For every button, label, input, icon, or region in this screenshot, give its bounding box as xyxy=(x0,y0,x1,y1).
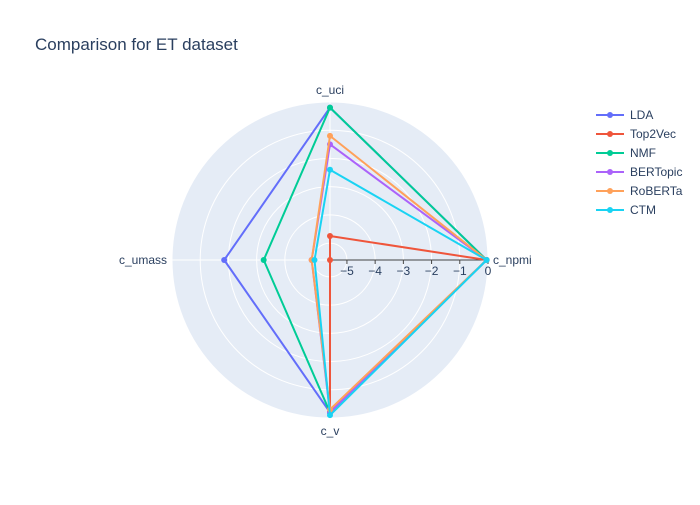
series-ctm xyxy=(311,166,490,419)
legend-item-lda[interactable]: LDA xyxy=(596,108,653,122)
axis-label-c_uci: c_uci xyxy=(316,83,344,97)
legend-item-roberta[interactable]: RoBERTa xyxy=(596,184,683,198)
legend-marker xyxy=(607,207,613,213)
data-point-top2vec-c_umass xyxy=(327,257,333,263)
legend-label: RoBERTa xyxy=(630,184,683,198)
radial-tick-label: 0 xyxy=(485,264,492,278)
data-point-top2vec-c_uci xyxy=(327,233,333,240)
radial-tick-label: −1 xyxy=(453,264,467,278)
legend-marker xyxy=(607,188,613,194)
radial-tick-label: −3 xyxy=(397,264,411,278)
data-point-roberta-c_uci xyxy=(327,132,333,139)
data-point-nmf-c_uci xyxy=(327,104,333,111)
legend-item-top2vec[interactable]: Top2Vec xyxy=(596,127,676,141)
chart-title: Comparison for ET dataset xyxy=(35,35,238,54)
legend-label: Top2Vec xyxy=(630,127,676,141)
legend-item-bertopic[interactable]: BERTopic xyxy=(596,165,682,179)
legend: LDA Top2Vec NMF BERTopic RoBERTa CTM xyxy=(596,108,683,217)
data-point-ctm-c_npmi xyxy=(483,257,490,263)
radial-tick-label: −4 xyxy=(368,264,382,278)
data-point-nmf-c_umass xyxy=(260,257,267,263)
legend-marker xyxy=(607,150,613,156)
legend-item-ctm[interactable]: CTM xyxy=(596,203,656,217)
data-point-ctm-c_umass xyxy=(311,257,318,263)
legend-label: LDA xyxy=(630,108,653,122)
axis-label-c_umass: c_umass xyxy=(119,253,167,267)
legend-item-nmf[interactable]: NMF xyxy=(596,146,656,160)
data-point-ctm-c_v xyxy=(327,412,333,419)
data-point-ctm-c_uci xyxy=(327,166,333,173)
legend-marker xyxy=(607,112,613,118)
radial-tick-label: −2 xyxy=(425,264,439,278)
legend-marker xyxy=(607,169,613,175)
data-point-lda-c_umass xyxy=(221,257,228,263)
legend-marker xyxy=(607,131,613,137)
legend-label: NMF xyxy=(630,146,656,160)
axis-label-c_npmi: c_npmi xyxy=(493,253,532,267)
radial-tick-label: −5 xyxy=(340,264,354,278)
legend-label: CTM xyxy=(630,203,656,217)
axis-label-c_v: c_v xyxy=(321,424,340,438)
legend-label: BERTopic xyxy=(630,165,682,179)
